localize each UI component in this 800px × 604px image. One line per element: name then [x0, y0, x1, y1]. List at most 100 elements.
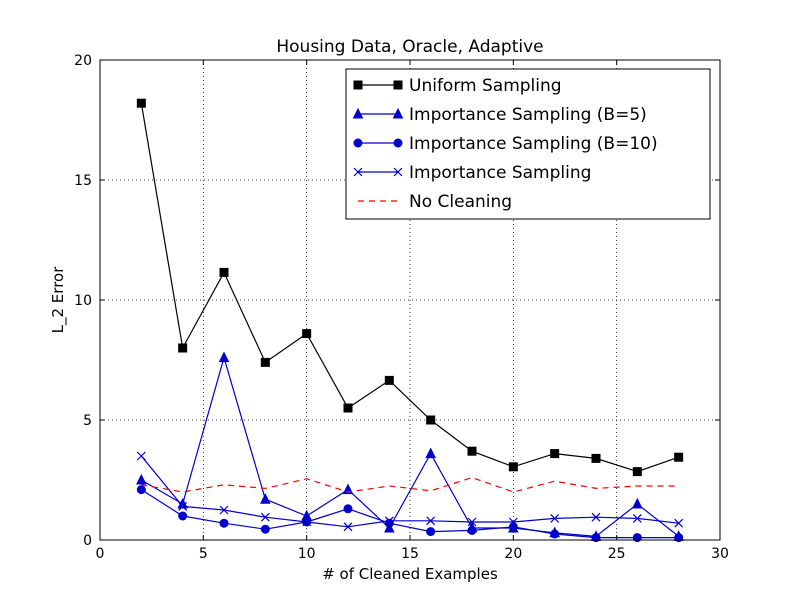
data-point: [632, 513, 642, 523]
data-point: [467, 517, 477, 527]
legend-label: No Cleaning: [409, 192, 512, 212]
data-point: [302, 517, 312, 527]
series-line: [140, 103, 679, 473]
x-marker-stroke: [591, 512, 601, 522]
data-point: [219, 505, 229, 515]
y-tick-label: 15: [74, 173, 92, 189]
legend-marker: [353, 138, 363, 148]
x-marker-stroke: [302, 517, 312, 527]
legend-marker: [393, 138, 403, 148]
data-point: [178, 501, 188, 511]
chart-title: Housing Data, Oracle, Adaptive: [276, 37, 543, 57]
data-point: [591, 453, 601, 463]
data-point: [384, 516, 394, 526]
legend-marker: [353, 80, 363, 90]
y-tick-label: 20: [74, 53, 92, 69]
data-point: [260, 357, 270, 367]
legend-item-1: Importance Sampling (B=5): [352, 105, 647, 125]
data-point: [136, 451, 146, 461]
data-point: [426, 516, 436, 526]
data-point: [467, 525, 477, 535]
data-point: [260, 493, 271, 504]
y-tick-label: 0: [83, 533, 92, 549]
data-point: [674, 452, 684, 462]
series-3: [136, 451, 684, 532]
x-marker-stroke: [136, 451, 146, 461]
data-point: [550, 513, 560, 523]
series-line: [141, 476, 679, 493]
x-marker-stroke: [260, 512, 270, 522]
data-point: [178, 511, 188, 521]
series-0: [136, 98, 684, 477]
series-line: [140, 455, 679, 528]
series-layer: [136, 98, 684, 543]
legend-box: [345, 68, 711, 220]
data-point: [674, 518, 684, 528]
x-marker-stroke: [178, 501, 188, 511]
legend-marker: [352, 107, 364, 119]
data-point: [508, 517, 518, 527]
data-point: [384, 375, 394, 385]
data-point: [343, 403, 353, 413]
x-axis-label: # of Cleaned Examples: [322, 565, 498, 583]
legend: Uniform Sampling Importance Sampling (B=5…: [345, 68, 711, 220]
data-point: [219, 518, 229, 528]
data-point: [467, 446, 477, 456]
x-marker-stroke: [353, 167, 363, 177]
legend-marker: [393, 80, 403, 90]
x-marker-stroke: [393, 167, 403, 177]
legend-item-4: No Cleaning: [358, 192, 512, 212]
legend-label: Importance Sampling (B=10): [409, 134, 658, 154]
legend-marker: [393, 167, 403, 177]
data-point: [550, 529, 560, 539]
data-point: [343, 504, 353, 514]
x-marker-stroke: [550, 513, 560, 523]
data-point: [260, 524, 270, 534]
data-point: [426, 415, 436, 425]
legend-item-0: Uniform Sampling: [353, 76, 562, 96]
data-point: [218, 351, 230, 363]
x-marker-stroke: [219, 505, 229, 515]
series-line: [141, 355, 680, 538]
legend-marker: [353, 167, 363, 177]
data-point: [426, 527, 436, 537]
x-tick-label: 15: [401, 546, 419, 562]
axis-ticks: 0 5 10 15 20 25 30 0 5 10 15 20: [74, 53, 729, 562]
legend-label: Uniform Sampling: [409, 76, 562, 96]
x-tick-label: 25: [608, 546, 626, 562]
data-point: [550, 449, 560, 459]
data-point: [591, 512, 601, 522]
x-marker-stroke: [632, 513, 642, 523]
x-marker-stroke: [467, 517, 477, 527]
series-line: [141, 489, 679, 539]
data-point: [219, 267, 229, 277]
x-marker-stroke: [384, 516, 394, 526]
legend-marker: [392, 107, 404, 119]
y-tick-label: 5: [83, 413, 92, 429]
series-4: [141, 476, 679, 493]
x-tick-label: 0: [96, 546, 105, 562]
x-tick-label: 20: [504, 546, 522, 562]
x-marker-stroke: [426, 516, 436, 526]
data-point: [632, 497, 643, 509]
data-point: [178, 343, 188, 353]
data-point: [136, 473, 147, 485]
legend-item-3: Importance Sampling: [353, 163, 591, 183]
y-tick-label: 10: [74, 293, 92, 309]
data-point: [302, 329, 312, 339]
y-axis-label: L_2 Error: [49, 266, 68, 334]
x-marker-stroke: [674, 518, 684, 528]
legend-label: Importance Sampling: [409, 163, 591, 183]
x-marker-stroke: [508, 517, 518, 527]
legend-label: Importance Sampling (B=5): [409, 105, 647, 125]
data-point: [260, 512, 270, 522]
x-tick-label: 5: [199, 546, 208, 562]
data-point: [136, 485, 146, 495]
data-point: [508, 462, 518, 472]
data-point: [136, 98, 146, 108]
legend-item-2: Importance Sampling (B=10): [353, 134, 658, 154]
x-tick-label: 10: [298, 546, 316, 562]
data-point: [425, 447, 436, 459]
